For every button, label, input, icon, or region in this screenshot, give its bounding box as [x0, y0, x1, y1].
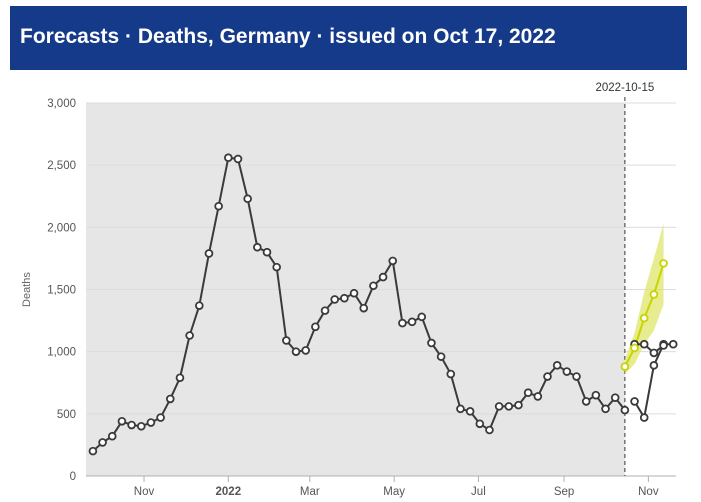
y-tick-label: 500 [57, 409, 76, 421]
observed-point[interactable] [311, 322, 320, 332]
observed-point[interactable] [504, 402, 514, 411]
observed-point[interactable] [398, 318, 407, 328]
forecast-interval-band [624, 223, 664, 375]
observed-point[interactable] [214, 201, 223, 211]
observed-point[interactable] [349, 288, 359, 298]
x-tick-label: May [383, 486, 405, 498]
observed-point[interactable] [649, 348, 659, 358]
observed-point[interactable] [185, 331, 194, 340]
observed-point[interactable] [378, 272, 388, 282]
observed-point[interactable] [320, 306, 330, 315]
y-tick-label: 1,000 [47, 347, 76, 359]
x-tick-label: Nov [134, 486, 155, 498]
x-tick-label: Nov [638, 486, 659, 498]
x-tick-label: 2022 [216, 486, 242, 498]
observed-point[interactable] [146, 418, 156, 427]
observed-point[interactable] [388, 256, 398, 266]
axis-labels: 0 500 1,000 1,500 2,000 2,500 3,000 Nov 2022 Mar M… [21, 82, 659, 498]
observed-point[interactable] [456, 404, 465, 414]
observed-point[interactable] [117, 416, 127, 426]
y-tick-label: 2,500 [47, 160, 76, 172]
observed-point[interactable] [533, 392, 543, 401]
observed-point[interactable] [552, 361, 562, 370]
observed-point[interactable] [330, 295, 340, 304]
observed-point[interactable] [639, 413, 649, 422]
observed-point[interactable] [620, 405, 630, 415]
observed-point[interactable] [610, 393, 620, 402]
observed-point[interactable] [572, 372, 581, 381]
observed-point[interactable] [446, 369, 456, 379]
observed-point[interactable] [369, 281, 378, 291]
y-tick-label: 3,000 [47, 98, 76, 110]
observed-point[interactable] [127, 420, 136, 430]
forecast-point[interactable] [620, 362, 630, 371]
observed-point[interactable] [407, 317, 417, 327]
forecast-point[interactable] [639, 313, 649, 323]
observed-point[interactable] [359, 303, 369, 313]
observed-point[interactable] [204, 249, 214, 258]
observed-point[interactable] [427, 338, 436, 348]
observed-point[interactable] [98, 438, 107, 447]
observed-point[interactable] [262, 247, 272, 257]
observed-point[interactable] [272, 262, 281, 272]
header-bar: Forecasts · Deaths, Germany · issued on … [10, 6, 687, 70]
observed-point[interactable] [417, 312, 427, 322]
observed-point[interactable] [243, 194, 252, 204]
observed-point[interactable] [282, 336, 291, 345]
x-tick-label: Jul [471, 486, 486, 498]
y-tick-label: 1,500 [47, 285, 76, 297]
observed-point[interactable] [649, 361, 659, 370]
y-axis-title: Deaths [21, 272, 33, 307]
page-title: Forecasts · Deaths, Germany · issued on … [20, 25, 556, 48]
observed-point[interactable] [156, 413, 165, 422]
forecast-point[interactable] [630, 343, 639, 353]
forecast-point[interactable] [659, 259, 668, 268]
observed-point[interactable] [485, 425, 494, 435]
observed-point[interactable] [340, 293, 349, 303]
observed-point[interactable] [514, 400, 523, 410]
observed-point[interactable] [630, 397, 639, 406]
x-tick-label: Sep [554, 486, 574, 498]
observed-point[interactable] [562, 367, 572, 376]
observed-point[interactable] [494, 402, 504, 411]
y-tick-label: 2,000 [47, 222, 76, 234]
grid-lines [86, 102, 676, 477]
observed-point[interactable] [581, 397, 591, 406]
forecast-point[interactable] [649, 290, 659, 299]
observed-point[interactable] [224, 153, 233, 163]
series-points[interactable] [88, 153, 678, 456]
x-tick-label: Mar [300, 486, 320, 498]
issue-date-marker-label: 2022-10-15 [595, 82, 654, 94]
observed-point[interactable] [543, 372, 552, 381]
observed-point[interactable] [465, 407, 475, 416]
observed-point[interactable] [195, 301, 204, 310]
observed-point[interactable] [668, 339, 678, 349]
observed-point[interactable] [88, 446, 98, 456]
observed-point[interactable] [639, 339, 649, 349]
observed-point[interactable] [175, 373, 185, 383]
observed-point[interactable] [436, 352, 446, 361]
observed-point[interactable] [136, 421, 146, 431]
observed-point[interactable] [165, 394, 175, 404]
observed-point[interactable] [107, 431, 117, 441]
observed-point[interactable] [253, 242, 262, 252]
observed-point[interactable] [475, 419, 485, 429]
observed-point[interactable] [301, 346, 310, 355]
observed-point[interactable] [591, 390, 601, 400]
observed-line-2 [634, 343, 665, 355]
observed-point[interactable] [291, 347, 301, 356]
forecast-band [624, 223, 664, 375]
y-tick-label: 0 [70, 471, 76, 483]
observed-point[interactable] [523, 388, 533, 397]
observed-point[interactable] [601, 404, 610, 414]
observed-point[interactable] [233, 154, 243, 164]
observed-point[interactable] [659, 341, 668, 350]
